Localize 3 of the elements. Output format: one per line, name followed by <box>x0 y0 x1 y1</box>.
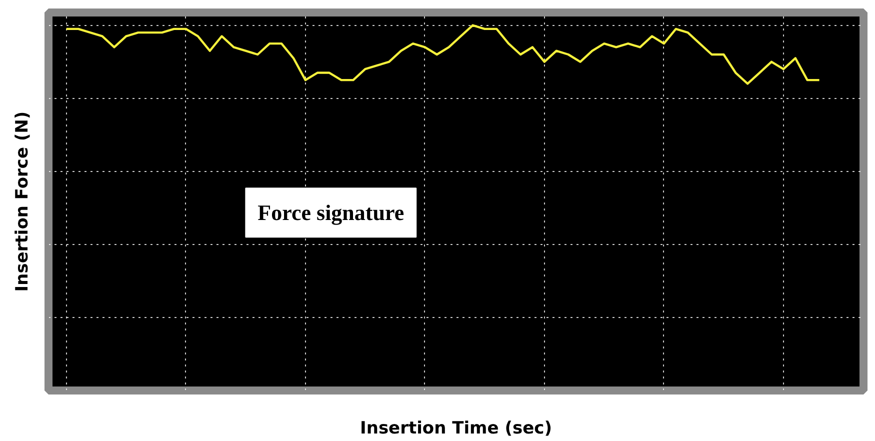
y-axis-title: Insertion Force (N) <box>12 111 32 292</box>
annotation: Force signature <box>258 200 404 226</box>
x-axis-title: Insertion Time (sec) <box>360 418 552 438</box>
